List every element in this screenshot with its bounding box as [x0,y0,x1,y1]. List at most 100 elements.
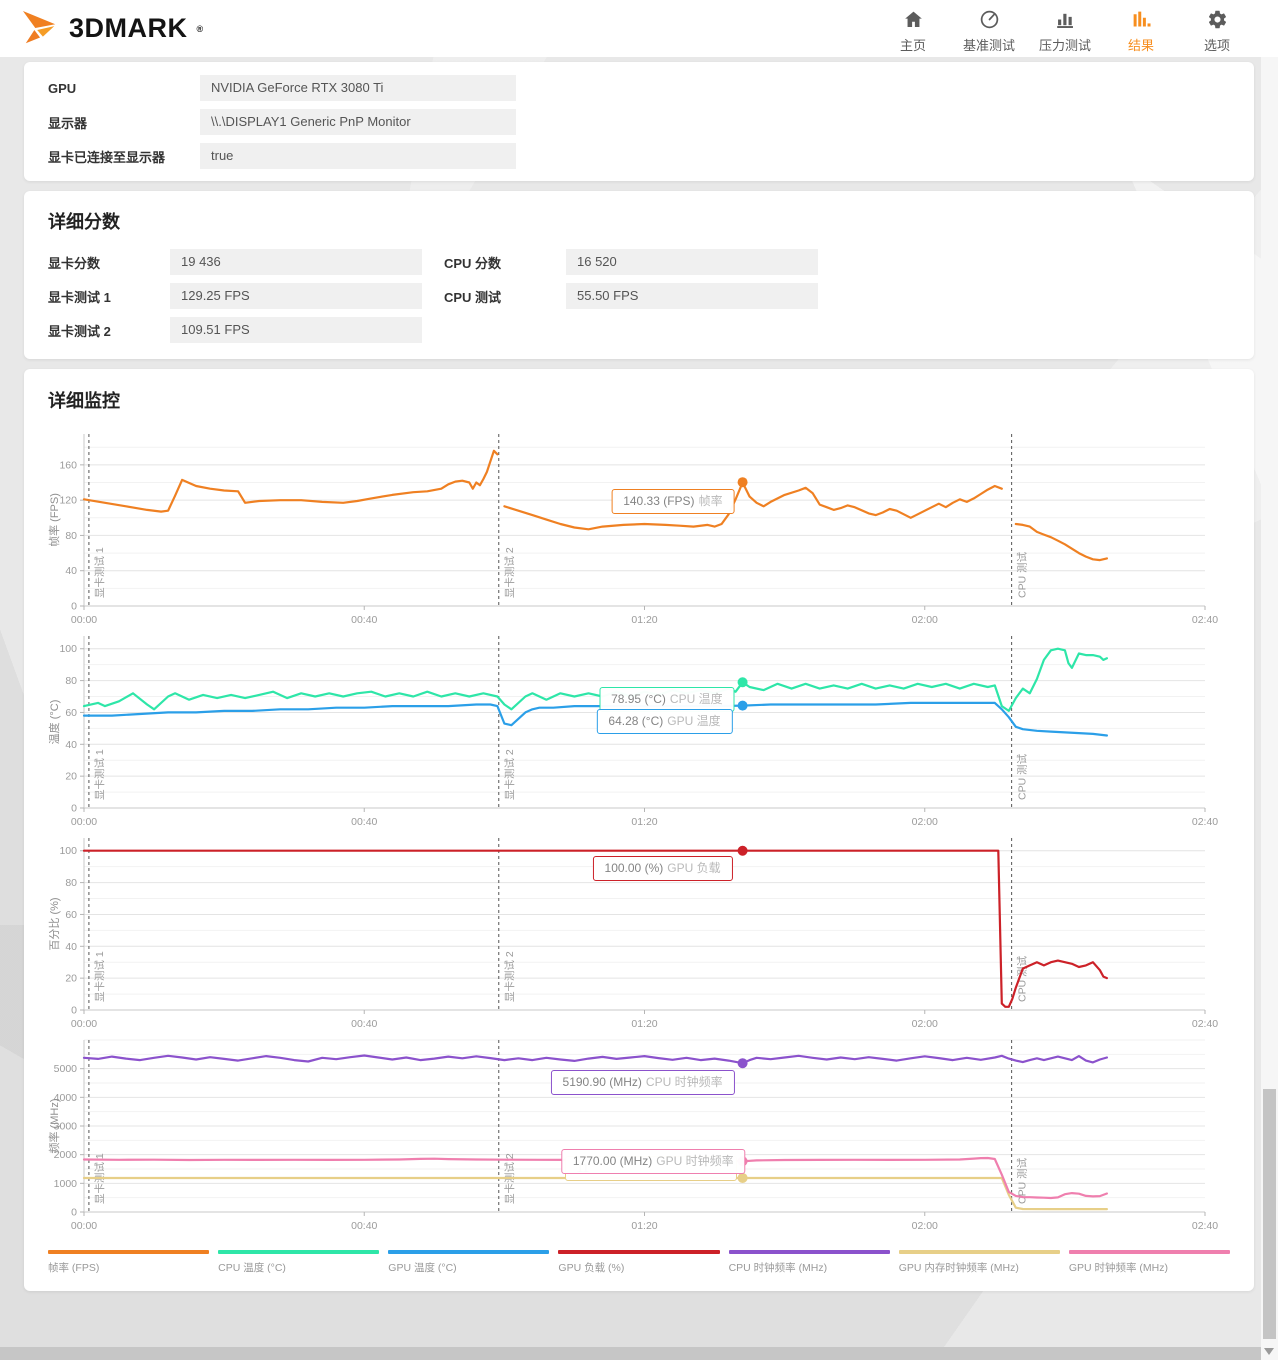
svg-text:01:20: 01:20 [631,816,657,828]
tooltip-dot [737,845,748,856]
legend-label: CPU 时钟频率 (MHz) [728,1262,828,1274]
nav-item-stress-test[interactable]: 压力测试 [1034,4,1096,54]
svg-text:02:40: 02:40 [1192,1220,1218,1232]
nav-label: 基准测试 [962,37,1015,53]
svg-text:00:00: 00:00 [71,1220,97,1232]
score-label: CPU 测试 [444,289,502,305]
svg-text:01:20: 01:20 [631,1018,657,1030]
chart-temperature[interactable]: 0 20 40 60 80 100 温度 (°C) 00:00 00:40 01:20 02:00 0… [48,630,1230,832]
nav-label: 选项 [1203,37,1230,53]
svg-text:显卡测试 2: 显卡测试 2 [503,951,516,1002]
svg-text:温度 (°C): 温度 (°C) [48,700,61,745]
legend-item[interactable]: 帧率 (FPS) [48,1250,210,1275]
legend-item[interactable]: CPU 温度 (°C) [218,1250,380,1275]
detailed-monitoring-card: 详细监控 0 40 80 120 160 帧率 (FPS) 00:00 00:40 01:20 0… [24,369,1254,1291]
chart-frequency[interactable]: 0 1000 2000 3000 4000 5000 频率 (MHz) 00:00 00:40 0… [48,1034,1230,1236]
chart-fps[interactable]: 0 40 80 120 160 帧率 (FPS) 00:00 00:40 01:20 02:00 0… [48,428,1230,630]
nav-item-home[interactable]: 主页 [882,4,944,54]
svg-text:120: 120 [59,495,77,507]
scores-section-title: 详细分数 [48,212,120,233]
svg-text:00:00: 00:00 [71,1018,97,1030]
svg-text:4000: 4000 [54,1092,78,1104]
legend-item[interactable]: GPU 温度 (°C) [388,1250,550,1275]
series-line [82,701,1109,737]
legend-label: GPU 时钟频率 (MHz) [1068,1262,1169,1274]
system-info-row: 显卡已连接至显示器 true [48,143,1230,169]
scores-grid: 显卡分数 19 436 显卡测试 1 129.25 FPS 显卡测试 2 109… [48,249,1230,343]
svg-text:02:00: 02:00 [912,816,938,828]
chart-gpu-load[interactable]: 0 20 40 60 80 100 百分比 (%) 00:00 00:40 01:20 02:00 0… [48,832,1230,1034]
chart-canvas: 0 1000 2000 3000 4000 5000 频率 (MHz) 00:00 00:40 0… [48,1039,1218,1232]
scrollbar-down-arrow-icon[interactable] [1264,1348,1274,1355]
svg-text:百分比 (%): 百分比 (%) [48,897,61,950]
series-line [82,849,1109,1008]
legend-item[interactable]: GPU 内存时钟频率 (MHz) [898,1250,1060,1275]
svg-text:100: 100 [59,643,77,655]
svg-text:3000: 3000 [54,1121,78,1133]
legend-color-bar [388,1250,550,1254]
tooltip-dot [737,1058,748,1069]
legend-item[interactable]: GPU 时钟频率 (MHz) [1068,1250,1230,1275]
scrollbar[interactable] [1261,57,1278,1360]
series-line [82,1176,1109,1211]
svg-text:02:40: 02:40 [1192,1018,1218,1030]
main-nav: 主页 基准测试 压力测试 结果 [882,4,1248,54]
score-row: CPU 测试 55.50 FPS [444,283,818,309]
svg-text:CPU 测试: CPU 测试 [1016,551,1029,598]
svg-text:02:00: 02:00 [912,614,938,626]
svg-text:1000: 1000 [54,1178,78,1190]
svg-text:0: 0 [71,803,77,815]
svg-text:CPU 测试: CPU 测试 [1016,753,1029,800]
gear-icon [1186,8,1248,32]
system-info-row: 显示器 \\.\DISPLAY1 Generic PnP Monitor [48,109,1230,135]
svg-text:频率 (MHz): 频率 (MHz) [48,1099,61,1154]
logo-text: 3DMARK [69,13,188,43]
nav-item-benchmark[interactable]: 基准测试 [958,4,1020,54]
nav-item-options[interactable]: 选项 [1186,4,1248,54]
score-label: 显卡测试 2 [48,323,111,339]
threedmark-flame-icon [22,10,56,43]
score-label: CPU 分数 [444,255,502,271]
threedmark-logo[interactable]: 3DMARK ® [22,10,203,48]
graphics-test1-value: 129.25 FPS [170,283,422,309]
detailed-scores-card: 详细分数 显卡分数 19 436 显卡测试 1 129.25 FPS 显卡测试 … [24,191,1254,359]
scores-column-cpu: CPU 分数 16 520 CPU 测试 55.50 FPS [444,249,818,317]
chart-canvas: 0 20 40 60 80 100 百分比 (%) 00:00 00:40 01:20 02:00 0… [48,838,1218,1030]
tooltip-dot [737,1156,748,1167]
series-line [82,1054,1109,1065]
gpu-connected-value: true [200,143,516,169]
legend-item[interactable]: GPU 负载 (%) [558,1250,720,1275]
field-label: 显示器 [48,115,88,131]
svg-text:160: 160 [59,459,77,471]
svg-text:02:40: 02:40 [1192,816,1218,828]
legend-color-bar [1068,1250,1230,1254]
system-info-card: GPU NVIDIA GeForce RTX 3080 Ti 显示器 \\.\D… [24,62,1254,181]
legend-color-bar [728,1250,890,1254]
legend-color-bar [48,1250,210,1254]
svg-text:60: 60 [65,707,77,719]
nav-label: 压力测试 [1038,37,1091,53]
legend-label: 帧率 (FPS) [48,1262,100,1274]
svg-text:40: 40 [65,941,77,953]
field-label: GPU [48,80,77,96]
legend-color-bar [898,1250,1060,1254]
svg-text:帧率 (FPS): 帧率 (FPS) [48,493,61,547]
svg-text:20: 20 [65,973,77,985]
svg-text:02:00: 02:00 [912,1018,938,1030]
legend-item[interactable]: CPU 时钟频率 (MHz) [728,1250,890,1275]
bottom-strip [0,1347,1261,1360]
svg-text:02:00: 02:00 [912,1220,938,1232]
svg-text:CPU 测试: CPU 测试 [1016,1157,1029,1204]
score-label: 显卡测试 1 [48,289,111,305]
svg-text:80: 80 [65,530,77,542]
display-value: \\.\DISPLAY1 Generic PnP Monitor [200,109,516,135]
cpu-score-value: 16 520 [566,249,818,275]
scrollbar-thumb[interactable] [1263,1089,1276,1339]
score-row: 显卡测试 2 109.51 FPS [48,317,422,343]
nav-item-results[interactable]: 结果 [1110,4,1172,54]
chart-legend: 帧率 (FPS) CPU 温度 (°C) GPU 温度 (°C) GPU 负载 (%)… [48,1250,1230,1275]
series-line [82,1156,1109,1200]
tooltip-dot [737,677,748,688]
chart-canvas: 0 20 40 60 80 100 温度 (°C) 00:00 00:40 01:20 02:00 0… [48,636,1218,828]
